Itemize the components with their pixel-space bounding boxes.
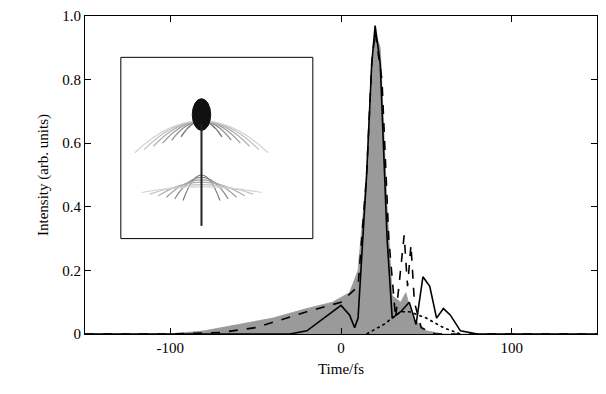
svg-text:Intensity (arb. units): Intensity (arb. units)	[35, 114, 52, 236]
svg-text:0.8: 0.8	[62, 72, 81, 88]
svg-text:Time/fs: Time/fs	[318, 361, 364, 377]
svg-text:0.6: 0.6	[62, 135, 81, 151]
svg-text:0: 0	[337, 340, 345, 356]
svg-text:0.2: 0.2	[62, 263, 81, 279]
svg-text:1.0: 1.0	[62, 8, 81, 24]
svg-text:0: 0	[74, 326, 82, 342]
svg-text:-100: -100	[157, 340, 185, 356]
svg-text:100: 100	[500, 340, 523, 356]
svg-text:0.4: 0.4	[62, 199, 81, 215]
